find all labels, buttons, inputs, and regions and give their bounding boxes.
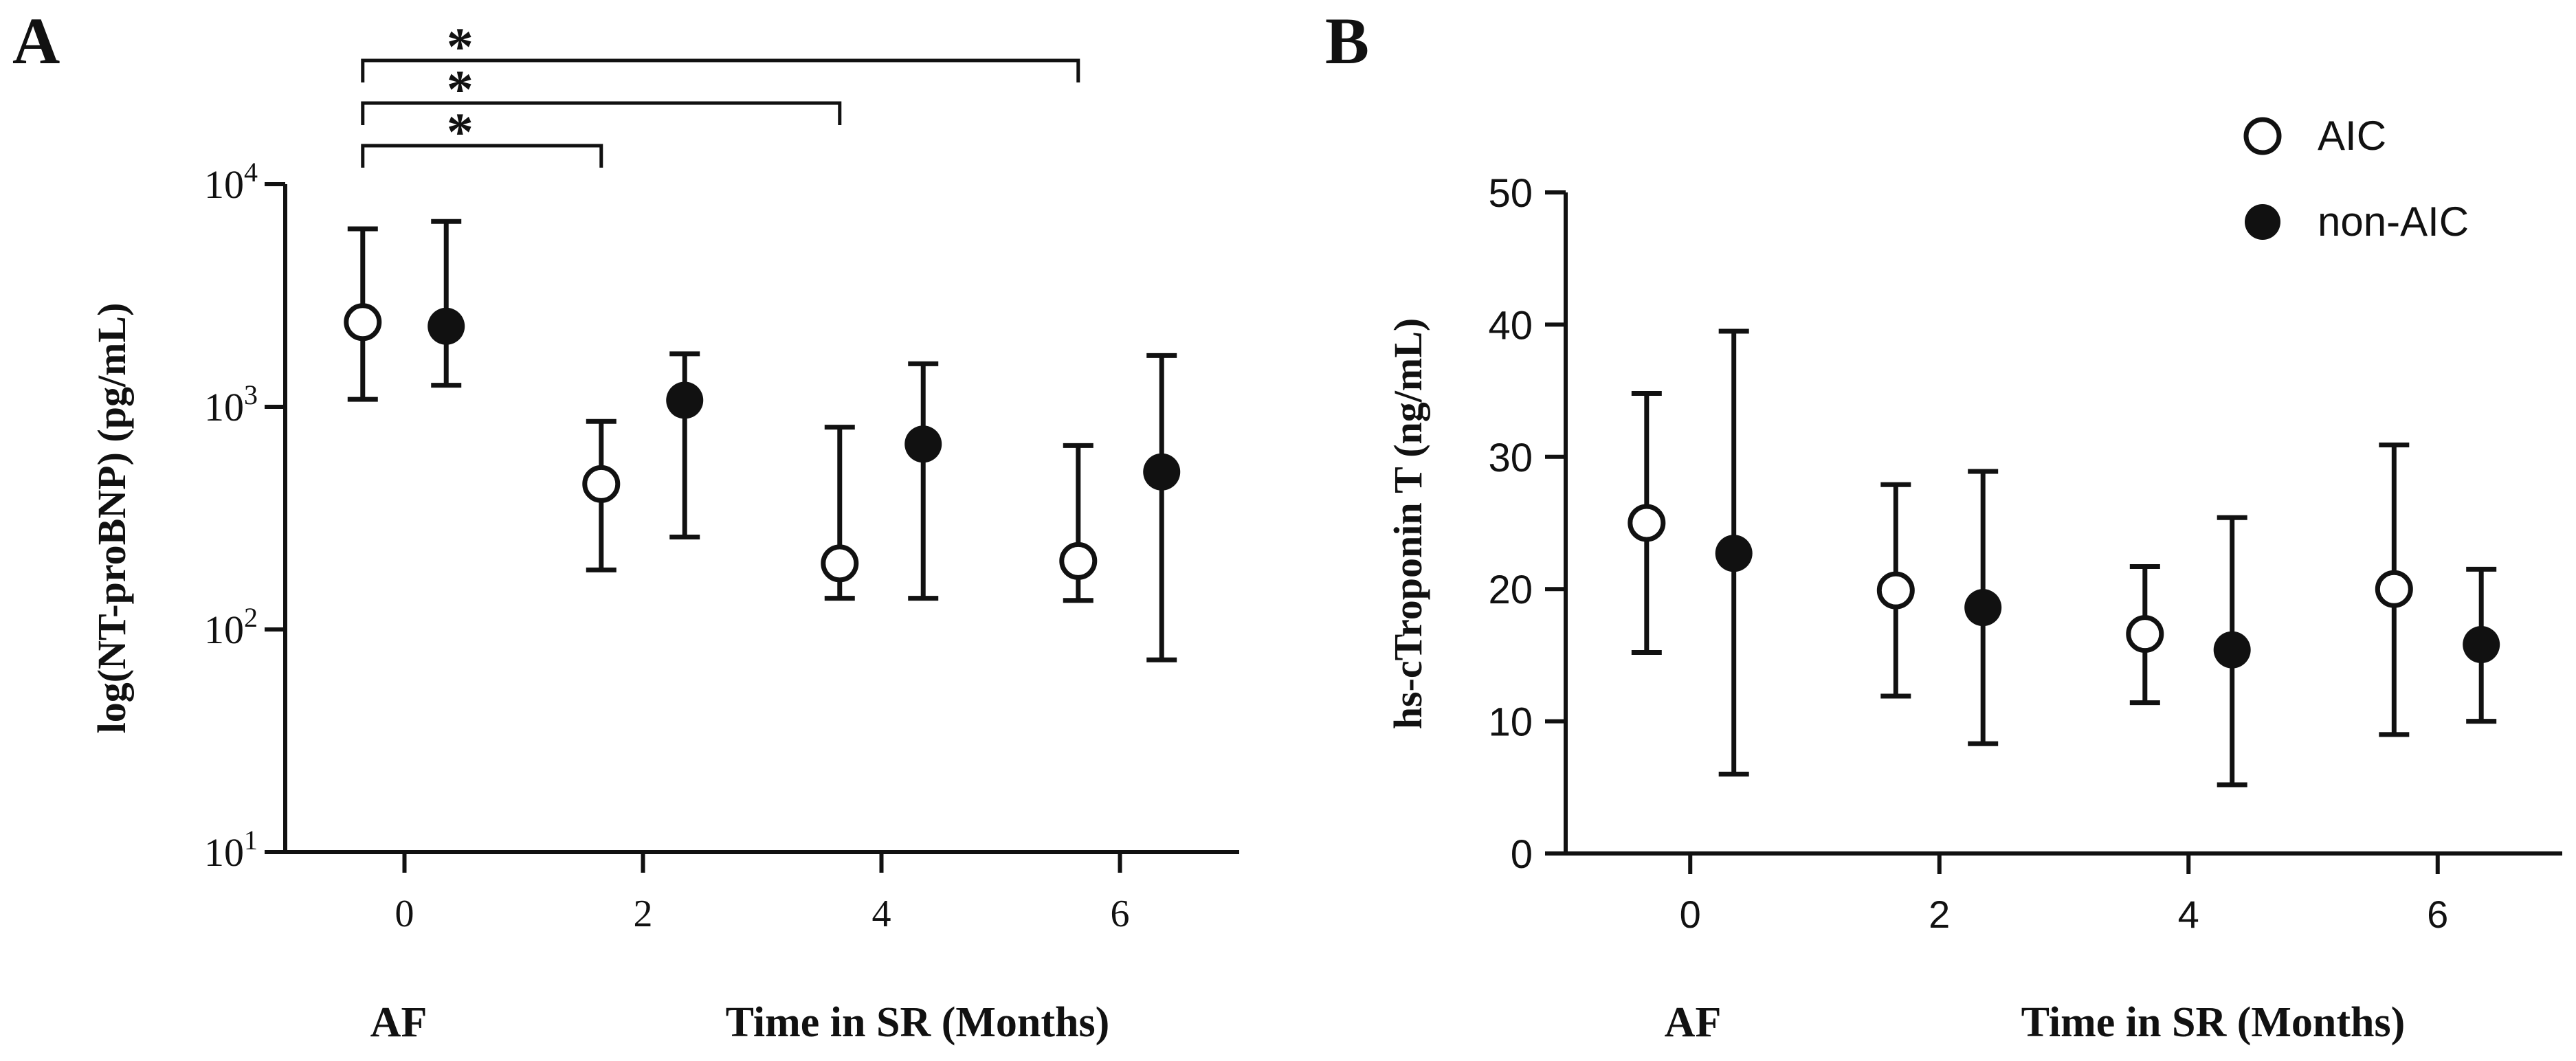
b-aic-point <box>2126 615 2164 654</box>
a-x-tick-label: 6 <box>1111 893 1130 935</box>
a-y-tick-label: 104 <box>204 157 258 207</box>
b-x-tick-label: 6 <box>2427 893 2448 936</box>
b-y-tick-label: 0 <box>1511 832 1533 877</box>
legend-aic-label: AIC <box>2318 113 2386 159</box>
a-x-tick-label: 4 <box>872 893 891 935</box>
b-y-tick-label: 30 <box>1488 436 1533 480</box>
b-aic-point <box>1628 504 1666 542</box>
panel-a-y-axis-title: log(NT-proBNP) (pg/mL) <box>89 303 134 734</box>
a-significance-bracket <box>361 101 842 125</box>
a-significance-bracket <box>361 58 1080 82</box>
b-aic-point <box>1876 571 1915 610</box>
a-significance-star: * <box>447 59 474 119</box>
panel-a-axes <box>283 184 1239 854</box>
a-aic-point <box>821 544 859 583</box>
legend-non-aic-label: non-AIC <box>2318 199 2469 245</box>
panel-b-axes <box>1564 192 2562 856</box>
a-significance-star: * <box>447 16 474 76</box>
b-y-tick-label: 10 <box>1488 700 1533 745</box>
panel-a-letter: A <box>12 4 60 78</box>
a-aic-point <box>1059 541 1098 580</box>
b-non-aic-point <box>2213 631 2251 669</box>
a-x-tick-label: 0 <box>395 893 414 935</box>
panel-b-x-under-label: AF <box>1665 999 1722 1046</box>
a-significance-star: * <box>447 102 474 161</box>
b-y-tick-label: 40 <box>1488 303 1533 348</box>
b-non-aic-point <box>1964 589 2002 627</box>
b-x-tick-label: 0 <box>1680 893 1701 936</box>
a-y-tick-label: 103 <box>204 379 258 429</box>
panel-a-x-under-label: AF <box>370 999 428 1046</box>
panel-b-legend: AIC non-AIC <box>2243 113 2469 245</box>
a-non-aic-point <box>904 425 942 463</box>
panel-b-chart: hs-cTroponin T (ng/mL) AF Time in SR (Mo… <box>1386 113 2562 1046</box>
b-aic-point <box>2375 570 2413 608</box>
a-aic-point <box>582 465 621 503</box>
panel-b-x-axis-title: Time in SR (Months) <box>2021 999 2406 1046</box>
b-y-tick-label: 20 <box>1488 568 1533 612</box>
b-non-aic-point <box>1715 535 1753 572</box>
b-x-tick-label: 4 <box>2178 893 2199 936</box>
b-y-tick-label: 50 <box>1488 171 1533 216</box>
legend-aic-marker <box>2243 117 2282 155</box>
a-aic-point <box>344 303 382 342</box>
a-non-aic-point <box>428 307 465 345</box>
a-significance-bracket <box>361 144 603 168</box>
a-non-aic-point <box>666 381 704 419</box>
panel-a-x-axis-title: Time in SR (Months) <box>726 999 1110 1046</box>
panel-a-chart: log(NT-proBNP) (pg/mL) AF Time in SR (Mo… <box>89 16 1239 1046</box>
a-x-tick-label: 2 <box>634 893 653 935</box>
legend-non-aic-marker <box>2245 204 2280 240</box>
a-y-tick-label: 102 <box>204 602 258 652</box>
a-non-aic-point <box>1143 453 1181 491</box>
b-non-aic-point <box>2463 626 2500 664</box>
b-x-tick-label: 2 <box>1929 893 1950 936</box>
panel-b-letter: B <box>1325 4 1369 78</box>
a-y-tick-label: 101 <box>204 825 258 875</box>
panel-b-y-axis-title: hs-cTroponin T (ng/mL) <box>1386 318 1430 729</box>
